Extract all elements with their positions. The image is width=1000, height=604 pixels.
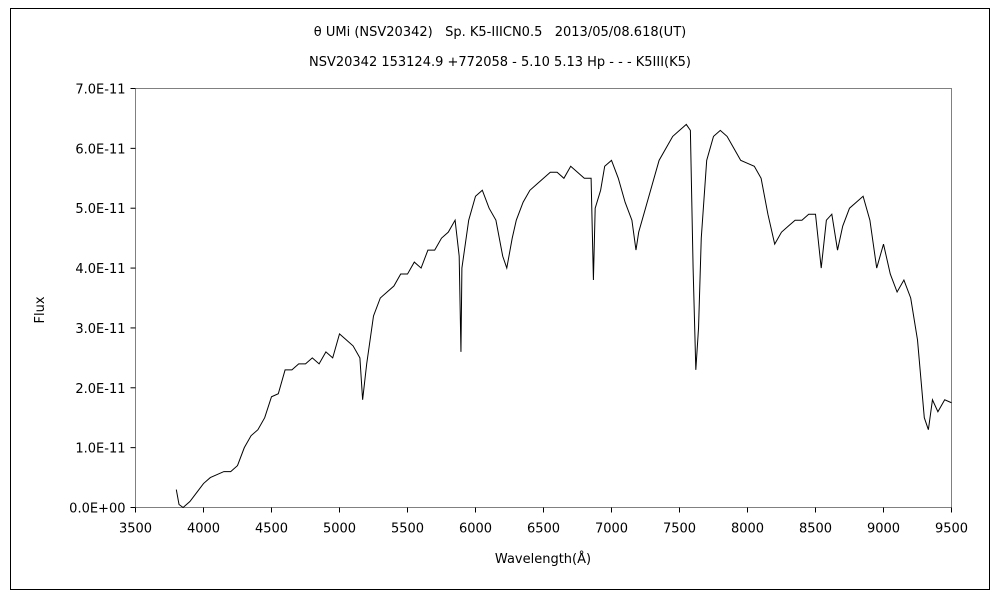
x-tick-label: 7000 (595, 522, 628, 537)
chart-subtitle: NSV20342 153124.9 +772058 - 5.10 5.13 Hp… (309, 55, 691, 70)
x-tick-label: 4500 (255, 522, 288, 537)
y-tick-label: 1.0E-11 (75, 442, 125, 457)
y-tick-label: 5.0E-11 (75, 202, 125, 217)
y-tick-label: 3.0E-11 (75, 322, 125, 337)
x-tick-label: 8000 (731, 522, 764, 537)
y-tick-label: 6.0E-11 (75, 142, 125, 157)
x-tick-label: 9500 (935, 522, 968, 537)
x-tick-label: 8500 (799, 522, 832, 537)
spectrum-line (175, 123, 952, 509)
x-tick-label: 3500 (119, 522, 152, 537)
y-tick-label: 2.0E-11 (75, 382, 125, 397)
plot-area (135, 88, 952, 508)
x-tick-label: 5000 (323, 522, 356, 537)
y-tick-label: 0.0E+00 (69, 502, 125, 517)
x-tick-label: 9000 (867, 522, 900, 537)
y-tick-label: 7.0E-11 (75, 83, 125, 98)
x-tick-label: 4000 (187, 522, 220, 537)
x-tick-label: 6000 (459, 522, 492, 537)
chart-title: θ UMi (NSV20342) Sp. K5-IIICN0.5 2013/05… (314, 25, 686, 40)
y-axis-label: Flux (33, 296, 48, 323)
y-tick-label: 4.0E-11 (75, 262, 125, 277)
x-axis-label: Wavelength(Å) (495, 551, 591, 567)
x-tick-label: 6500 (527, 522, 560, 537)
x-tick-label: 5500 (391, 522, 424, 537)
x-tick-label: 7500 (663, 522, 696, 537)
